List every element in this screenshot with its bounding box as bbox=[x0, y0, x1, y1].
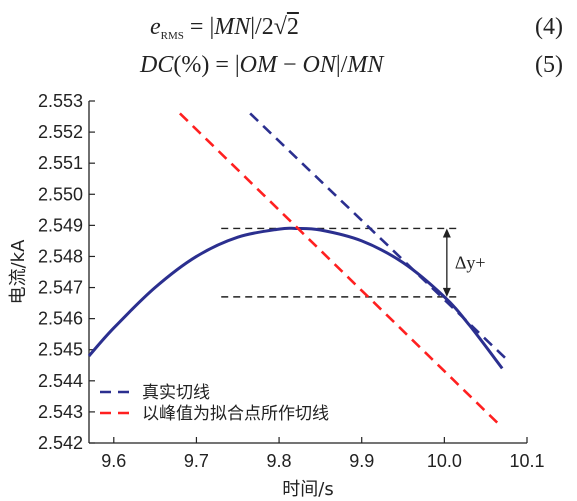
plot-layer: 2.542 2.543 2.544 2.545 2.546 2.547 2.548 2.549… bbox=[8, 91, 545, 500]
delta-arrow-head-top bbox=[442, 228, 451, 238]
y-tick-label: 2.547 bbox=[38, 278, 83, 298]
y-axis-title: 电流/kA bbox=[8, 239, 29, 304]
eq5-term-b: ON bbox=[302, 52, 336, 78]
eq4-rhs-post: |/2 bbox=[250, 14, 274, 40]
y-tick-label: 2.551 bbox=[38, 153, 83, 173]
y-tick-label: 2.545 bbox=[38, 340, 83, 360]
peak-fit-tangent-line bbox=[178, 112, 504, 429]
eq5-term-c: MN bbox=[347, 52, 384, 78]
x-tick-label: 10.0 bbox=[427, 451, 462, 471]
y-tick-label: 2.544 bbox=[38, 371, 83, 391]
equation-number-5: (5) bbox=[535, 52, 563, 78]
eq5-mid: (%) = | bbox=[173, 52, 240, 78]
x-tick-label: 9.6 bbox=[101, 451, 126, 471]
eq4-lhs: e bbox=[150, 14, 161, 40]
equation-5-expression: DC(%) = |OM − ON|/MN bbox=[140, 52, 383, 79]
y-tick-label: 2.553 bbox=[38, 91, 83, 111]
eq4-sqrt-arg: 2 bbox=[286, 14, 299, 40]
delta-arrow-head-bottom bbox=[442, 287, 451, 297]
y-tick-label: 2.543 bbox=[38, 402, 83, 422]
eq4-subscript: RMS bbox=[160, 30, 184, 42]
current-curve bbox=[87, 226, 504, 370]
legend-label: 以峰值为拟合点所作切线 bbox=[142, 404, 329, 424]
y-tick-label: 2.549 bbox=[38, 215, 83, 235]
x-tick-label: 9.8 bbox=[267, 451, 292, 471]
eq5-operator: − bbox=[277, 52, 303, 78]
eq5-lhs: DC bbox=[140, 52, 174, 78]
x-tick-label: 10.1 bbox=[509, 451, 544, 471]
delta-y-label: Δy+ bbox=[455, 253, 486, 273]
eq4-rhs-mid: MN bbox=[214, 14, 251, 40]
y-tick-label: 2.552 bbox=[38, 122, 83, 142]
eq5-end: |/ bbox=[335, 52, 348, 78]
x-tick-label: 9.7 bbox=[184, 451, 209, 471]
eq4-rhs-pre: = | bbox=[183, 14, 215, 40]
legend-label: 真实切线 bbox=[142, 383, 210, 403]
y-tick-label: 2.550 bbox=[38, 184, 83, 204]
y-tick-label: 2.546 bbox=[38, 309, 83, 329]
equation-5: DC(%) = |OM − ON|/MN (5) bbox=[0, 48, 577, 84]
equation-4: eRMS = |MN|/2√2 (4) bbox=[0, 10, 577, 46]
equation-number-4: (4) bbox=[535, 14, 563, 40]
y-tick-label: 2.548 bbox=[38, 246, 83, 266]
equation-4-expression: eRMS = |MN|/2√2 bbox=[150, 14, 299, 42]
x-tick-label: 9.9 bbox=[349, 451, 374, 471]
true-tangent-line bbox=[249, 112, 508, 360]
eq5-term-a: OM bbox=[239, 52, 277, 78]
x-axis-title: 时间/s bbox=[282, 479, 333, 500]
y-tick-label: 2.542 bbox=[38, 433, 83, 453]
